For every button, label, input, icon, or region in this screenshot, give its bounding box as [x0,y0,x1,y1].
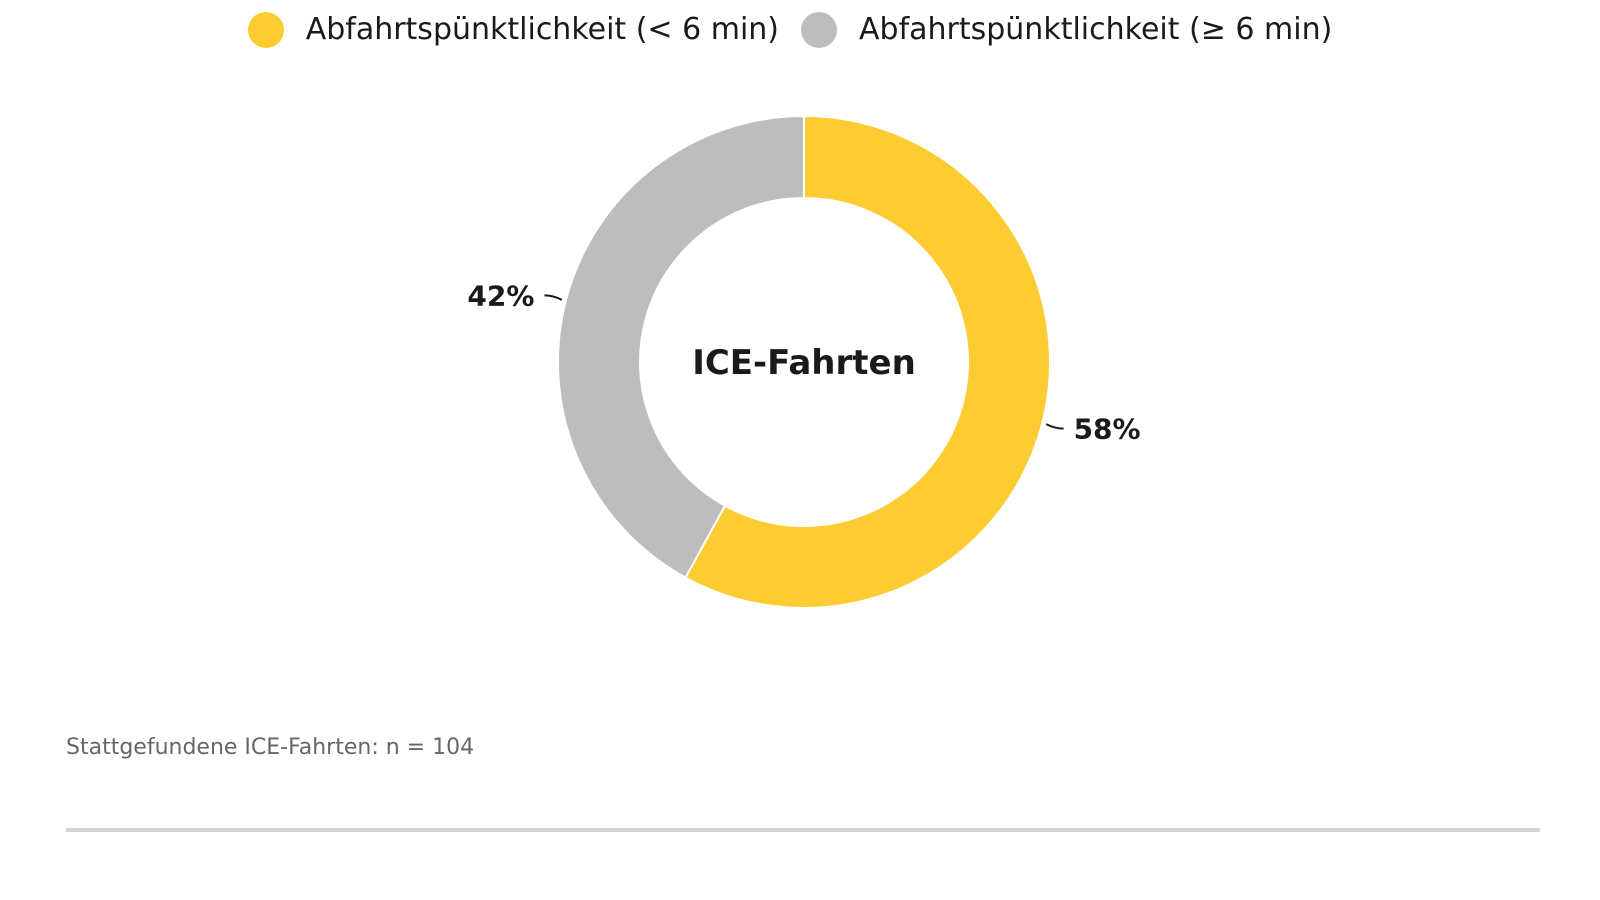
legend-swatch-delayed [801,12,837,48]
slice-label-on-time: 58% [1074,413,1141,446]
legend-swatch-on-time [247,12,284,48]
legend-item-on-time[interactable]: Abfahrtspünktlichkeit (< 6 min) [247,8,779,52]
legend-item-delayed[interactable]: Abfahrtspünktlichkeit (≥ 6 min) [801,8,1332,52]
donut-chart-svg: 58% 42% ICE-Fahrten [467,114,1141,609]
donut-slice-on-time[interactable] [684,114,1051,609]
label-leader-on-time [1045,423,1064,430]
donut-chart: 58% 42% ICE-Fahrten [467,114,1141,609]
legend-label-on-time: Abfahrtspünktlichkeit (< 6 min) [305,12,779,47]
chart-legend: Abfahrtspünktlichkeit (< 6 min) Abfahrts… [0,8,1600,52]
label-leader-delayed [544,294,563,301]
chart-footnote: Stattgefundene ICE-Fahrten: n = 104 [66,735,475,760]
divider [66,828,1540,832]
legend-label-delayed: Abfahrtspünktlichkeit (≥ 6 min) [859,12,1333,47]
donut-center-label: ICE-Fahrten [692,343,916,383]
donut-slice-delayed[interactable] [557,114,805,579]
slice-label-delayed: 42% [467,279,534,312]
